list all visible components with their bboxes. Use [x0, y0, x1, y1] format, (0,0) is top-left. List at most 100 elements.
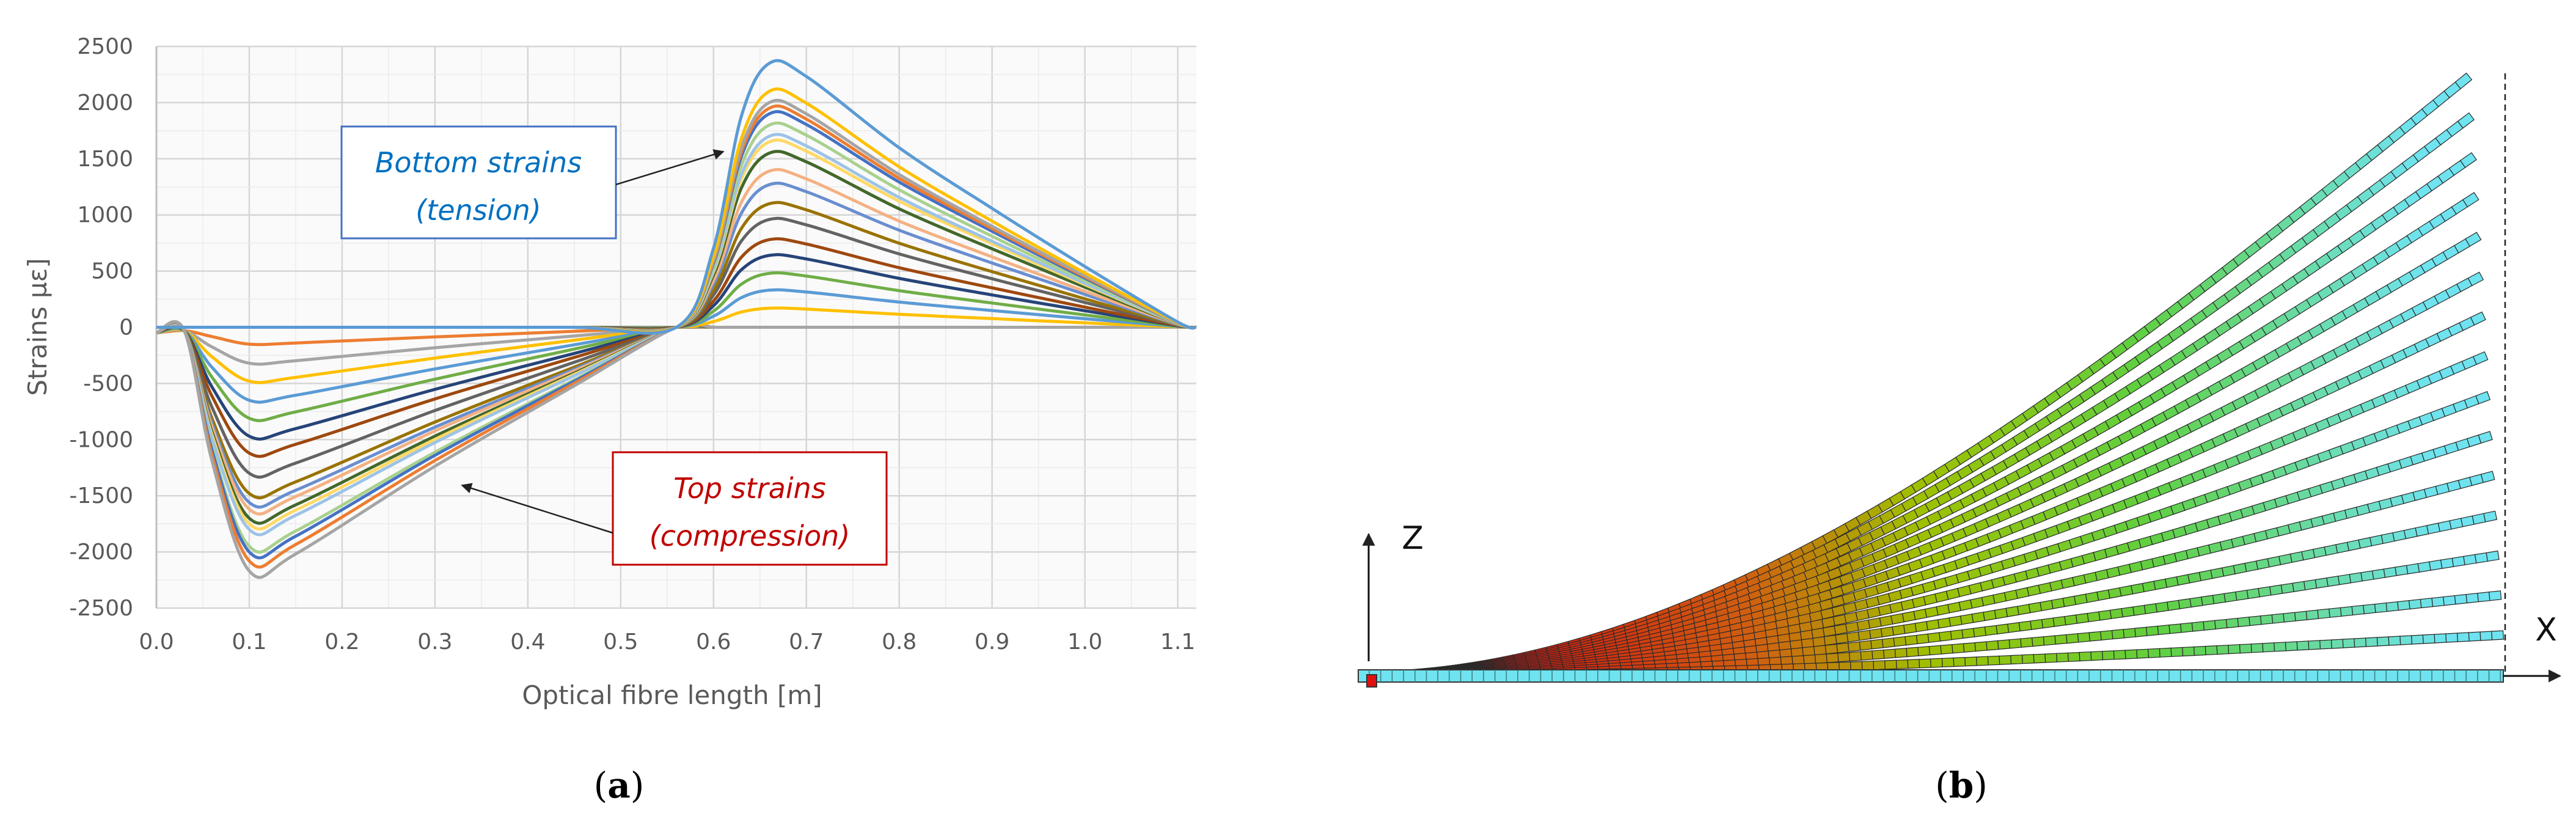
beam-element	[2062, 595, 2076, 607]
beam-element	[2148, 648, 2161, 658]
beam-element	[2374, 602, 2388, 614]
beam-element	[2262, 642, 2275, 653]
beam-element	[2283, 612, 2296, 623]
beam-element	[1906, 647, 1919, 658]
beam-element	[1976, 656, 1989, 666]
beam-element	[2214, 618, 2228, 629]
beam-element	[2145, 625, 2159, 636]
beam-element	[1884, 659, 1897, 670]
beam-element	[2136, 648, 2150, 659]
beam-element	[2153, 578, 2168, 590]
beam-element	[2380, 532, 2395, 545]
beam-element	[2296, 640, 2310, 651]
beam-element	[2255, 558, 2270, 570]
beam-element	[1860, 650, 1873, 661]
beam-element	[2174, 549, 2189, 562]
beam-element	[2360, 570, 2374, 582]
beam-element	[1914, 621, 1928, 633]
beam-element	[2342, 638, 2355, 648]
y-tick-label: -2500	[69, 596, 133, 621]
beam-element	[2354, 637, 2367, 648]
beam-element	[2167, 600, 2181, 611]
beam-element	[2107, 587, 2122, 599]
beam-element	[1927, 632, 1941, 643]
beam-element	[2246, 588, 2260, 600]
beam-element	[1880, 626, 1894, 637]
beam-element	[1964, 656, 1977, 667]
beam-element	[2449, 518, 2464, 530]
x-tick-label: 0.9	[975, 629, 1009, 655]
beam-element	[1940, 644, 1953, 655]
beam-element	[2096, 589, 2110, 601]
beam-element	[2303, 579, 2318, 590]
beam-element	[2259, 614, 2274, 625]
beam-element	[2349, 572, 2363, 584]
x-tick-label: 1.0	[1067, 629, 1102, 655]
beam-element	[2198, 570, 2213, 581]
beam-element	[2164, 576, 2179, 588]
beam-element	[2049, 579, 2064, 592]
chart-series	[156, 59, 1197, 579]
beam-element	[1814, 653, 1828, 664]
beam-element	[1907, 659, 1920, 669]
beam-element	[2067, 651, 2080, 662]
beam-element	[1960, 614, 1974, 625]
beam-element	[2443, 595, 2456, 606]
beam-element	[1881, 637, 1895, 648]
beam-element	[2480, 471, 2495, 483]
beam-element	[2411, 634, 2424, 645]
beam-element	[2472, 513, 2486, 525]
series-line	[156, 59, 1197, 335]
beam-element	[2106, 566, 2121, 579]
beam-element	[2143, 603, 2157, 614]
beam-element	[2474, 552, 2489, 563]
beam-element	[2465, 593, 2479, 604]
deflected-beam	[1358, 232, 2482, 681]
beam-element	[2194, 645, 2206, 656]
beam-element	[1992, 592, 2007, 604]
beam-element	[2445, 633, 2459, 643]
y-tick-label: 0	[119, 315, 133, 340]
beam-element	[2280, 582, 2294, 594]
beam-element	[2329, 607, 2342, 618]
beam-element	[1847, 641, 1861, 652]
annotation-top-strains: Top strains (compression)	[461, 451, 888, 566]
beam-element	[2098, 609, 2112, 621]
beam-element	[2403, 527, 2418, 540]
beam-element	[1879, 615, 1894, 627]
beam-element	[2406, 563, 2420, 574]
beam-element	[1813, 645, 1827, 656]
beam-element	[2312, 546, 2327, 559]
x-axis-label: X	[2535, 612, 2557, 648]
beam-element	[2409, 598, 2422, 610]
beam-element	[2168, 623, 2182, 634]
beam-element	[1855, 609, 1870, 622]
beam-element	[2191, 621, 2205, 632]
beam-element	[1981, 594, 1996, 606]
beam-element	[2365, 637, 2378, 647]
beam-element	[2451, 556, 2465, 567]
beam-element	[2488, 590, 2502, 601]
beam-element	[2324, 544, 2338, 556]
beam-element	[1903, 623, 1917, 634]
beam-element	[2212, 593, 2226, 604]
beam-element	[1835, 633, 1849, 644]
x-tick-label: 0.0	[139, 629, 174, 655]
beam-element	[2235, 590, 2249, 601]
beam-element	[2060, 577, 2075, 589]
beam-element	[2420, 597, 2434, 609]
y-tick-label: 1500	[77, 147, 133, 172]
beam-element	[1889, 601, 1904, 614]
beam-element	[1916, 633, 1930, 645]
beam-element	[1919, 658, 1931, 669]
beam-element	[1850, 661, 1863, 671]
beam-element	[2465, 232, 2482, 247]
beam-element	[2038, 582, 2052, 594]
beam-element	[1893, 636, 1907, 647]
beam-element	[1861, 661, 1875, 671]
beam-element	[2314, 577, 2329, 589]
beam-element	[2095, 569, 2109, 581]
beam-element	[2330, 639, 2344, 649]
beam-element	[2157, 625, 2171, 636]
